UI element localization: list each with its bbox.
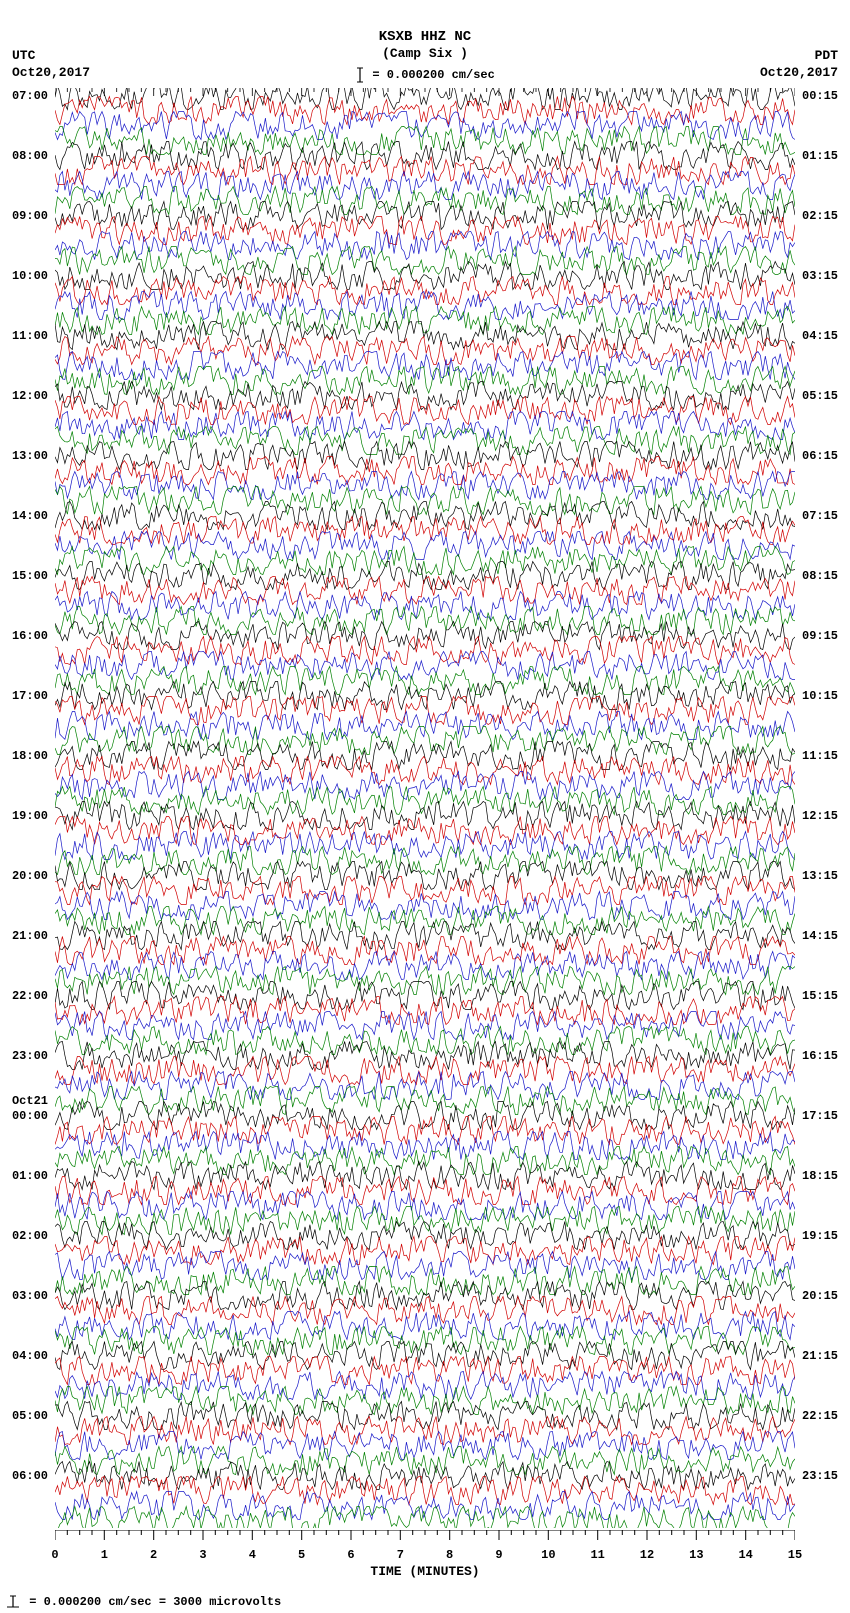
day-break-label: Oct21 [12,1095,48,1108]
right-hour-label: 16:15 [802,1049,838,1063]
tz-left: UTC Oct20,2017 [12,48,90,82]
footer-scale: = 0.000200 cm/sec = 3000 microvolts [4,1595,281,1609]
left-hour-label: 23:00 [12,1049,48,1063]
scale-value: = 0.000200 cm/sec [372,68,494,82]
x-tick-label: 8 [446,1548,453,1562]
right-hour-label: 08:15 [802,569,838,583]
left-hour-label: 21:00 [12,929,48,943]
x-tick-label: 0 [51,1548,58,1562]
right-hour-label: 01:15 [802,149,838,163]
x-tick-label: 3 [199,1548,206,1562]
station-title: KSXB HHZ NC [0,28,850,46]
tz-right: PDT Oct20,2017 [760,48,838,82]
left-hour-label: 16:00 [12,629,48,643]
right-time-labels: 00:15 01:15 02:15 03:15 04:15 05:15 06:15 07:15… [798,88,850,1528]
x-tick-label: 14 [738,1548,752,1562]
right-hour-label: 23:15 [802,1469,838,1483]
right-hour-label: 05:15 [802,389,838,403]
x-axis: TIME (MINUTES) 0123456789101112131415 [55,1530,795,1570]
right-hour-label: 21:15 [802,1349,838,1363]
tz-right-date: Oct20,2017 [760,65,838,82]
left-hour-label: 13:00 [12,449,48,463]
helicorder-container: KSXB HHZ NC (Camp Six ) = 0.000200 cm/se… [0,0,850,1613]
left-hour-label: 20:00 [12,869,48,883]
x-tick-label: 4 [249,1548,256,1562]
right-hour-label: 22:15 [802,1409,838,1423]
left-hour-label: 11:00 [12,329,48,343]
x-tick-label: 11 [590,1548,604,1562]
right-hour-label: 02:15 [802,209,838,223]
left-hour-label: 03:00 [12,1289,48,1303]
x-tick-label: 7 [397,1548,404,1562]
left-hour-label: 01:00 [12,1169,48,1183]
x-axis-title: TIME (MINUTES) [55,1564,795,1579]
right-hour-label: 13:15 [802,869,838,883]
x-tick-label: 2 [150,1548,157,1562]
x-tick-label: 5 [298,1548,305,1562]
left-hour-label: 06:00 [12,1469,48,1483]
left-hour-label: 12:00 [12,389,48,403]
right-hour-label: 18:15 [802,1169,838,1183]
right-hour-label: 19:15 [802,1229,838,1243]
left-hour-label: 10:00 [12,269,48,283]
x-tick-label: 15 [788,1548,802,1562]
right-hour-label: 04:15 [802,329,838,343]
right-hour-label: 06:15 [802,449,838,463]
right-hour-label: 11:15 [802,749,838,763]
left-hour-label: 04:00 [12,1349,48,1363]
right-hour-label: 07:15 [802,509,838,523]
left-hour-label: 00:00 [12,1109,48,1123]
left-hour-label: 22:00 [12,989,48,1003]
x-tick-label: 6 [347,1548,354,1562]
left-hour-label: 18:00 [12,749,48,763]
right-hour-label: 15:15 [802,989,838,1003]
left-hour-label: 17:00 [12,689,48,703]
right-hour-label: 10:15 [802,689,838,703]
x-tick-label: 10 [541,1548,555,1562]
x-axis-ticks [55,1530,795,1548]
left-hour-label: 19:00 [12,809,48,823]
scale-indicator: = 0.000200 cm/sec [0,67,850,84]
tz-left-zone: UTC [12,48,90,65]
tz-left-date: Oct20,2017 [12,65,90,82]
x-tick-label: 9 [495,1548,502,1562]
footer-text: = 0.000200 cm/sec = 3000 microvolts [29,1595,281,1609]
left-hour-label: 02:00 [12,1229,48,1243]
location-subtitle: (Camp Six ) [0,46,850,63]
right-hour-label: 09:15 [802,629,838,643]
right-hour-label: 14:15 [802,929,838,943]
seismogram-traces [55,88,795,1528]
left-hour-label: 08:00 [12,149,48,163]
right-hour-label: 12:15 [802,809,838,823]
x-tick-label: 1 [101,1548,108,1562]
left-hour-label: 05:00 [12,1409,48,1423]
left-hour-label: 14:00 [12,509,48,523]
right-hour-label: 03:15 [802,269,838,283]
x-tick-label: 13 [689,1548,703,1562]
title-block: KSXB HHZ NC (Camp Six ) = 0.000200 cm/se… [0,28,850,84]
left-time-labels: 07:00 08:00 09:00 10:00 11:00 12:00 13:00 14:00… [0,88,52,1528]
plot-area [55,88,795,1528]
left-hour-label: 09:00 [12,209,48,223]
right-hour-label: 20:15 [802,1289,838,1303]
tz-right-zone: PDT [760,48,838,65]
right-hour-label: 17:15 [802,1109,838,1123]
right-hour-label: 00:15 [802,89,838,103]
left-hour-label: 15:00 [12,569,48,583]
x-tick-label: 12 [640,1548,654,1562]
left-hour-label: 07:00 [12,89,48,103]
